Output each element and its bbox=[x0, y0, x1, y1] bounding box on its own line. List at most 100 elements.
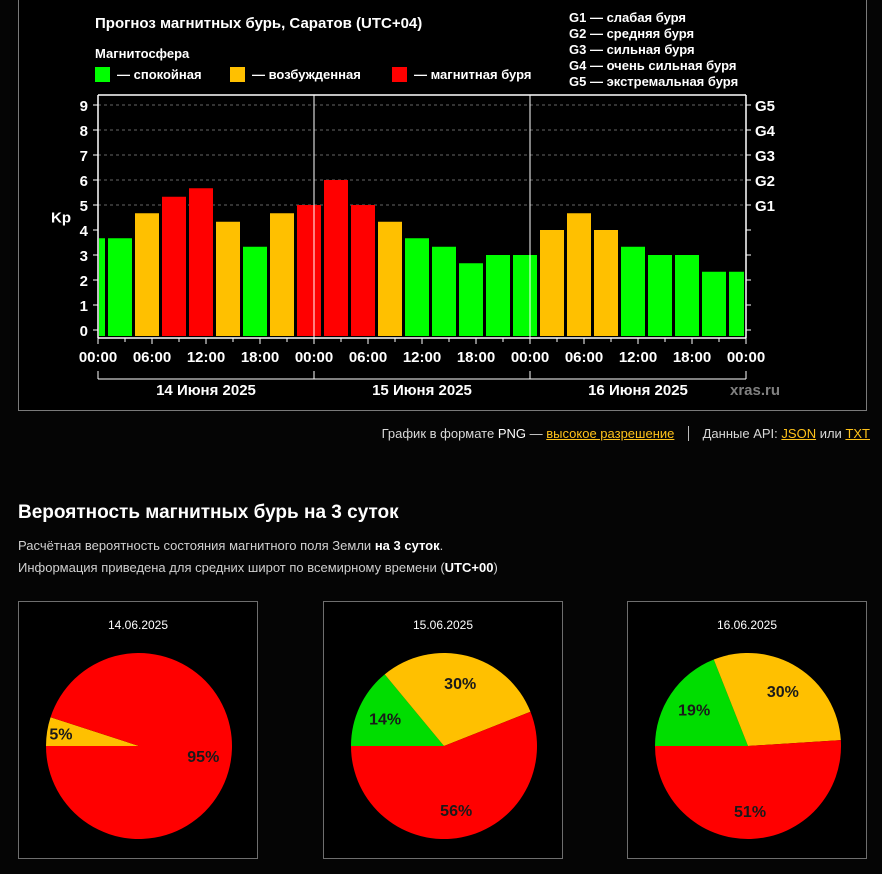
section-title: Вероятность магнитных бурь на 3 суток bbox=[18, 502, 399, 523]
legend-title: Магнитосфера bbox=[95, 46, 190, 61]
description-bold: на 3 суток bbox=[374, 538, 440, 553]
high-resolution-link[interactable]: высокое разрешение bbox=[546, 426, 675, 441]
description-text: Информация приведена для средних широт п… bbox=[18, 560, 445, 575]
y-tick-label: 2 bbox=[80, 273, 88, 290]
pie-slice bbox=[46, 717, 139, 746]
legend-swatch-0 bbox=[95, 67, 110, 82]
pie-slice bbox=[46, 653, 232, 839]
probability-pie-chart: 14% 30% 56% bbox=[351, 653, 537, 839]
x-tick-label: 06:00 bbox=[133, 349, 171, 366]
kp-bar bbox=[189, 188, 213, 336]
pie-slice bbox=[351, 674, 444, 746]
y-tick-label: 8 bbox=[80, 123, 88, 140]
g-scale-legend-item: G5 — экстремальная буря bbox=[569, 74, 738, 89]
txt-link[interactable]: TXT bbox=[845, 426, 870, 441]
day-label: 15 Июня 2025 bbox=[372, 382, 472, 399]
kp-bar bbox=[216, 221, 240, 336]
kp-bar bbox=[675, 255, 699, 336]
kp-bar bbox=[594, 230, 618, 336]
pie-date: 15.06.2025 bbox=[412, 618, 474, 632]
kp-bar bbox=[270, 213, 294, 336]
g-scale-tick-label: G4 bbox=[755, 123, 776, 140]
kp-bar bbox=[324, 180, 348, 336]
kp-bar bbox=[108, 238, 132, 336]
pie-slice-label: 56% bbox=[440, 803, 472, 820]
pie-slice-label: 95% bbox=[187, 749, 219, 766]
x-tick-label: 18:00 bbox=[457, 349, 495, 366]
pie-slice bbox=[655, 740, 841, 839]
kp-bar bbox=[459, 263, 483, 336]
g-scale-tick-label: G5 bbox=[755, 98, 775, 115]
png-prefix: График в формате bbox=[381, 426, 495, 441]
kp-bar bbox=[297, 205, 321, 336]
g-scale-tick-label: G1 bbox=[755, 198, 775, 215]
json-link[interactable]: JSON bbox=[781, 426, 817, 441]
kp-bar bbox=[99, 238, 105, 336]
kp-bar bbox=[378, 221, 402, 336]
g-scale-legend-item: G3 — сильная буря bbox=[569, 42, 695, 57]
x-tick-label: 00:00 bbox=[727, 349, 765, 366]
pie-date: 16.06.2025 bbox=[716, 618, 778, 632]
pie-slice-label: 30% bbox=[767, 684, 799, 701]
kp-bar bbox=[513, 255, 537, 336]
description-line-2: Информация приведена для средних широт п… bbox=[18, 560, 498, 575]
x-tick-label: 12:00 bbox=[403, 349, 441, 366]
y-tick-label: 5 bbox=[80, 198, 88, 215]
g-scale-tick-label: G2 bbox=[755, 173, 775, 190]
x-tick-label: 06:00 bbox=[565, 349, 603, 366]
kp-bar bbox=[432, 246, 456, 336]
y-tick-label: 9 bbox=[80, 98, 88, 115]
x-tick-label: 00:00 bbox=[79, 349, 117, 366]
y-tick-label: 3 bbox=[80, 248, 88, 265]
legend-label-2: — магнитная буря bbox=[414, 67, 531, 82]
probability-pie-chart: 5% 95% bbox=[46, 653, 232, 839]
pie-slice-label: 30% bbox=[444, 676, 476, 693]
pie-card-day-2: 14% 30% 56% 15.06.2025 bbox=[323, 601, 563, 859]
pie-date: 14.06.2025 bbox=[107, 618, 169, 632]
x-tick-label: 06:00 bbox=[349, 349, 387, 366]
y-tick-label: 0 bbox=[80, 323, 88, 340]
chart-title: Прогноз магнитных бурь, Саратов (UTC+04) bbox=[95, 15, 422, 32]
g-scale-legend-item: G2 — средняя буря bbox=[569, 26, 694, 41]
x-tick-label: 00:00 bbox=[295, 349, 333, 366]
api-label: Данные API: bbox=[702, 426, 778, 441]
kp-bar bbox=[702, 271, 726, 336]
description-line-1: Расчётная вероятность состояния магнитно… bbox=[18, 538, 443, 553]
g-scale-legend-item: G4 — очень сильная буря bbox=[569, 58, 736, 73]
kp-bar bbox=[135, 213, 159, 336]
kp-forecast-chart: Прогноз магнитных бурь, Саратов (UTC+04)… bbox=[51, 10, 780, 399]
kp-bar bbox=[243, 246, 267, 336]
x-tick-label: 18:00 bbox=[241, 349, 279, 366]
y-tick-label: 4 bbox=[80, 223, 89, 240]
watermark: xras.ru bbox=[730, 382, 780, 399]
pie-card-day-3: 19% 30% 51% 16.06.2025 bbox=[627, 601, 867, 859]
y-tick-label: 7 bbox=[80, 148, 88, 165]
probability-pie-chart: 19% 30% 51% bbox=[655, 653, 841, 839]
g-scale-tick-label: G3 bbox=[755, 148, 775, 165]
download-links: График в формате PNG — высокое разрешени… bbox=[382, 426, 870, 441]
kp-bar bbox=[567, 213, 591, 336]
legend-swatch-1 bbox=[230, 67, 245, 82]
y-tick-label: 6 bbox=[80, 173, 88, 190]
kp-bar bbox=[621, 246, 645, 336]
day-label: 14 Июня 2025 bbox=[156, 382, 256, 399]
kp-forecast-chart-frame: Прогноз магнитных бурь, Саратов (UTC+04)… bbox=[18, 0, 867, 411]
pie-slice-label: 51% bbox=[734, 804, 766, 821]
x-tick-label: 12:00 bbox=[187, 349, 225, 366]
kp-bar bbox=[729, 271, 744, 336]
x-tick-label: 18:00 bbox=[673, 349, 711, 366]
kp-bar bbox=[648, 255, 672, 336]
pie-slice bbox=[351, 711, 537, 839]
links-separator bbox=[688, 426, 689, 441]
description-end: ) bbox=[493, 560, 498, 575]
pie-slice bbox=[655, 659, 748, 746]
legend-swatch-2 bbox=[392, 67, 407, 82]
png-dash: — bbox=[529, 426, 543, 441]
legend-label-1: — возбужденная bbox=[252, 67, 361, 82]
kp-bar bbox=[486, 255, 510, 336]
day-label: 16 Июня 2025 bbox=[588, 382, 688, 399]
pie-slice-label: 14% bbox=[369, 711, 401, 728]
description-end: . bbox=[439, 538, 444, 553]
pie-slice bbox=[384, 653, 531, 746]
legend-label-0: — спокойная bbox=[117, 67, 202, 82]
